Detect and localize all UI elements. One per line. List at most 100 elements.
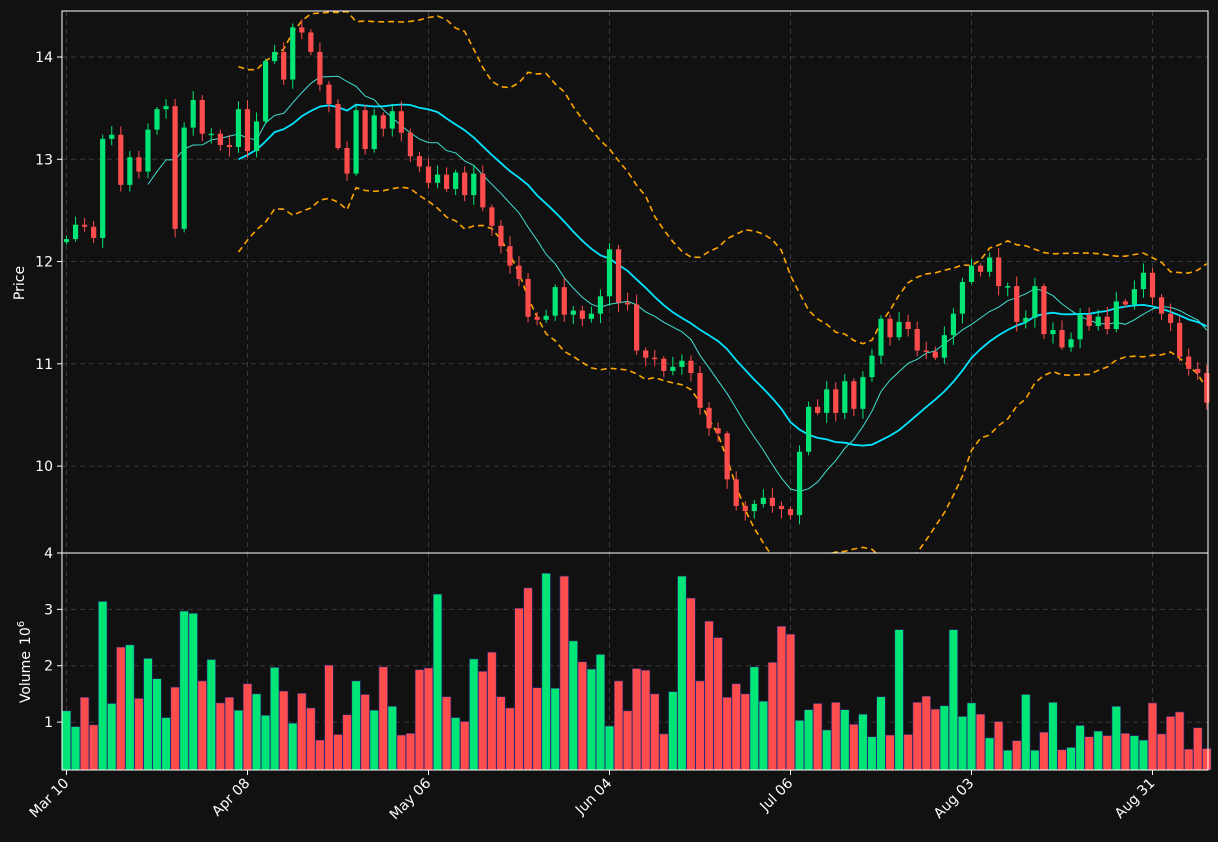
- candle-body: [534, 316, 540, 320]
- candle-body: [525, 278, 531, 317]
- candle-body: [353, 110, 359, 174]
- volume-bar: [1147, 702, 1158, 771]
- candle-body: [1095, 316, 1101, 326]
- volume-bar: [179, 610, 189, 771]
- volume-bar: [351, 680, 361, 771]
- candle-body: [652, 357, 658, 360]
- fast-ma-line: [147, 75, 1208, 492]
- volume-bar: [1129, 735, 1139, 771]
- candle-body: [815, 406, 821, 413]
- volume-bar: [170, 686, 180, 771]
- volume-bar: [586, 668, 596, 771]
- candle-body: [751, 503, 757, 512]
- volume-bar: [315, 739, 325, 771]
- candle-body: [606, 249, 613, 297]
- candle-body: [950, 313, 956, 336]
- candle-body: [127, 157, 133, 185]
- candle-body: [941, 335, 947, 358]
- volume-bar: [1184, 748, 1194, 771]
- volume-bar: [342, 714, 352, 771]
- candle-body: [416, 156, 423, 167]
- volume-bar: [1057, 749, 1067, 771]
- candle-body: [371, 115, 377, 150]
- volume-bar: [143, 658, 153, 771]
- volume-bar: [1039, 731, 1049, 771]
- volume-bar: [279, 690, 289, 771]
- price-tick-label: 11: [35, 357, 53, 373]
- volume-bar: [387, 706, 397, 771]
- candle-body: [100, 138, 106, 239]
- volume-bar: [831, 702, 841, 771]
- candle-body: [552, 287, 558, 316]
- volume-bar: [885, 734, 895, 771]
- candle-body: [778, 505, 785, 510]
- candle-body: [851, 381, 857, 409]
- candle-body: [471, 173, 477, 196]
- candle-body: [516, 265, 522, 279]
- candle-body: [163, 106, 169, 110]
- volume-bar: [1175, 711, 1185, 771]
- candle-body: [643, 350, 649, 358]
- volume-bar: [840, 709, 850, 771]
- volume-bar: [604, 725, 615, 771]
- volume-bar: [80, 696, 90, 771]
- candle-body: [833, 389, 839, 413]
- volume-bar: [260, 715, 271, 771]
- volume-panel-frame: [61, 552, 1209, 771]
- volume-bar: [776, 625, 787, 771]
- candle-body: [217, 133, 223, 145]
- candle-body: [1032, 286, 1038, 318]
- volume-bar: [867, 736, 877, 771]
- candle-body: [1131, 289, 1137, 305]
- candle-body: [887, 318, 893, 338]
- volume-bar: [405, 733, 416, 771]
- candle-body: [1113, 301, 1119, 330]
- volume-bar: [912, 702, 922, 771]
- volume-bar: [333, 734, 343, 771]
- candle-body: [579, 310, 585, 319]
- candle-body: [742, 505, 748, 512]
- volume-bar: [704, 620, 714, 771]
- candle-body: [796, 451, 803, 516]
- candle-body: [842, 381, 848, 413]
- candle-body: [226, 144, 232, 148]
- candle-body: [407, 132, 413, 157]
- volume-bar: [369, 709, 379, 771]
- volume-bar: [414, 669, 425, 771]
- volume-bar: [161, 717, 171, 771]
- candle-body: [1149, 272, 1156, 298]
- volume-bar: [650, 693, 660, 771]
- volume-bar: [134, 698, 144, 771]
- volume-bar: [948, 629, 958, 771]
- volume-bar: [740, 693, 750, 771]
- candle-body: [335, 104, 341, 149]
- candle-body: [634, 304, 640, 351]
- lower-band-line: [237, 186, 1208, 553]
- volume-bar: [1166, 716, 1176, 771]
- candle-body: [959, 282, 966, 314]
- candle-body: [253, 121, 260, 152]
- candle-body: [1177, 322, 1183, 357]
- candle-body: [380, 115, 386, 129]
- volume-bars: [61, 572, 1212, 771]
- candle-body: [480, 173, 486, 208]
- candle-body: [82, 224, 88, 227]
- volume-bar: [595, 654, 606, 771]
- candle-body: [136, 157, 142, 172]
- price-y-axis: 10 11 12 13 14: [35, 50, 62, 475]
- volume-bar: [1156, 733, 1167, 771]
- volume-tick-label: 1: [44, 715, 53, 731]
- volume-bar: [1012, 740, 1022, 771]
- candle-body: [91, 226, 97, 239]
- volume-bar: [822, 729, 832, 771]
- candle-body: [724, 433, 730, 480]
- volume-bar: [306, 707, 316, 771]
- volume-bar: [794, 720, 805, 771]
- candle-body: [977, 265, 984, 272]
- volume-bar: [396, 734, 406, 771]
- candle-body: [932, 351, 938, 358]
- volume-bar: [686, 597, 696, 771]
- volume-bar: [641, 669, 651, 771]
- volume-bar: [270, 667, 280, 771]
- volume-bar: [1093, 730, 1103, 771]
